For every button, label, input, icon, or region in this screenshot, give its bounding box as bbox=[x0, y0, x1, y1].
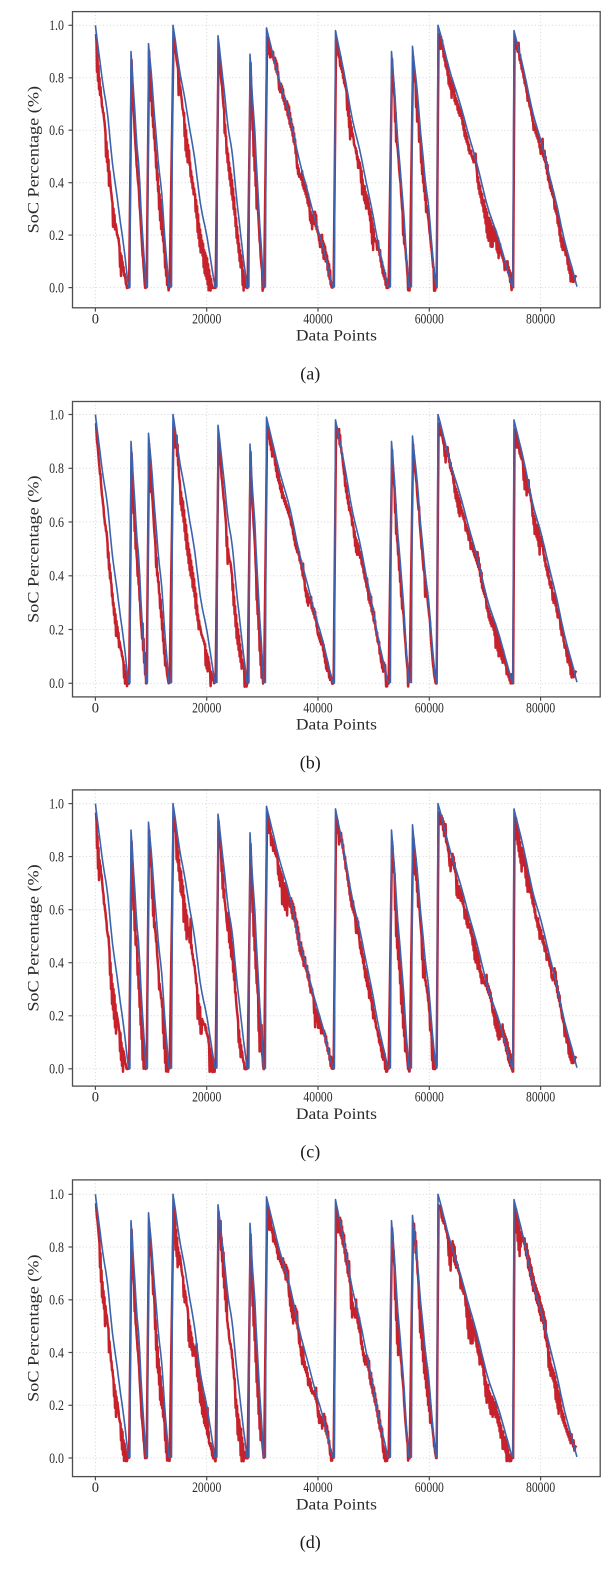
svg-text:40000: 40000 bbox=[303, 1090, 332, 1106]
svg-text:60000: 60000 bbox=[415, 701, 444, 717]
svg-text:0.2: 0.2 bbox=[49, 1398, 64, 1414]
svg-text:0: 0 bbox=[92, 1090, 99, 1106]
svg-text:0.0: 0.0 bbox=[49, 281, 64, 297]
svg-text:SoC Percentage (%): SoC Percentage (%) bbox=[26, 86, 43, 233]
svg-text:20000: 20000 bbox=[192, 311, 221, 327]
svg-text:80000: 80000 bbox=[526, 701, 555, 717]
svg-text:Data Points: Data Points bbox=[296, 1496, 377, 1513]
svg-text:60000: 60000 bbox=[415, 311, 444, 327]
svg-text:40000: 40000 bbox=[303, 1480, 332, 1496]
svg-text:20000: 20000 bbox=[192, 1480, 221, 1496]
svg-text:0: 0 bbox=[92, 1480, 99, 1496]
svg-text:Data Points: Data Points bbox=[296, 328, 377, 345]
svg-text:(b): (b) bbox=[300, 752, 321, 773]
svg-text:0.2: 0.2 bbox=[49, 228, 64, 244]
svg-text:0: 0 bbox=[92, 311, 99, 327]
svg-text:80000: 80000 bbox=[526, 1090, 555, 1106]
svg-text:0.6: 0.6 bbox=[49, 515, 64, 531]
svg-text:0.4: 0.4 bbox=[49, 176, 65, 192]
svg-text:1.0: 1.0 bbox=[49, 1187, 64, 1203]
svg-text:0.8: 0.8 bbox=[49, 71, 64, 87]
svg-text:0.6: 0.6 bbox=[49, 123, 64, 139]
svg-text:0.2: 0.2 bbox=[49, 1009, 64, 1025]
svg-text:0.6: 0.6 bbox=[49, 903, 64, 919]
svg-text:0.8: 0.8 bbox=[49, 1240, 64, 1256]
svg-text:0.8: 0.8 bbox=[49, 461, 64, 477]
svg-text:0.2: 0.2 bbox=[49, 622, 64, 638]
svg-text:0.6: 0.6 bbox=[49, 1293, 64, 1309]
svg-text:0: 0 bbox=[92, 701, 99, 717]
svg-text:1.0: 1.0 bbox=[49, 18, 64, 34]
svg-text:1.0: 1.0 bbox=[49, 797, 64, 813]
svg-text:40000: 40000 bbox=[303, 311, 332, 327]
svg-text:40000: 40000 bbox=[303, 701, 332, 717]
svg-text:80000: 80000 bbox=[526, 311, 555, 327]
svg-text:0.4: 0.4 bbox=[49, 956, 65, 972]
svg-text:(a): (a) bbox=[300, 363, 320, 384]
svg-text:20000: 20000 bbox=[192, 1090, 221, 1106]
svg-text:0.0: 0.0 bbox=[49, 1451, 64, 1467]
svg-text:0.4: 0.4 bbox=[49, 569, 65, 585]
svg-text:0.0: 0.0 bbox=[49, 1062, 64, 1078]
svg-text:1.0: 1.0 bbox=[49, 407, 64, 423]
svg-text:(d): (d) bbox=[300, 1532, 321, 1553]
svg-text:SoC Percentage (%): SoC Percentage (%) bbox=[26, 864, 43, 1011]
svg-text:60000: 60000 bbox=[415, 1480, 444, 1496]
svg-text:(c): (c) bbox=[300, 1142, 320, 1163]
svg-text:0.0: 0.0 bbox=[49, 676, 64, 692]
svg-text:60000: 60000 bbox=[415, 1090, 444, 1106]
svg-text:0.4: 0.4 bbox=[49, 1345, 65, 1361]
svg-text:0.8: 0.8 bbox=[49, 850, 64, 866]
svg-text:Data Points: Data Points bbox=[296, 717, 377, 734]
svg-text:SoC Percentage (%): SoC Percentage (%) bbox=[26, 476, 43, 623]
svg-text:20000: 20000 bbox=[192, 701, 221, 717]
svg-text:Data Points: Data Points bbox=[296, 1106, 377, 1123]
svg-text:SoC Percentage (%): SoC Percentage (%) bbox=[26, 1255, 43, 1402]
svg-text:80000: 80000 bbox=[526, 1480, 555, 1496]
